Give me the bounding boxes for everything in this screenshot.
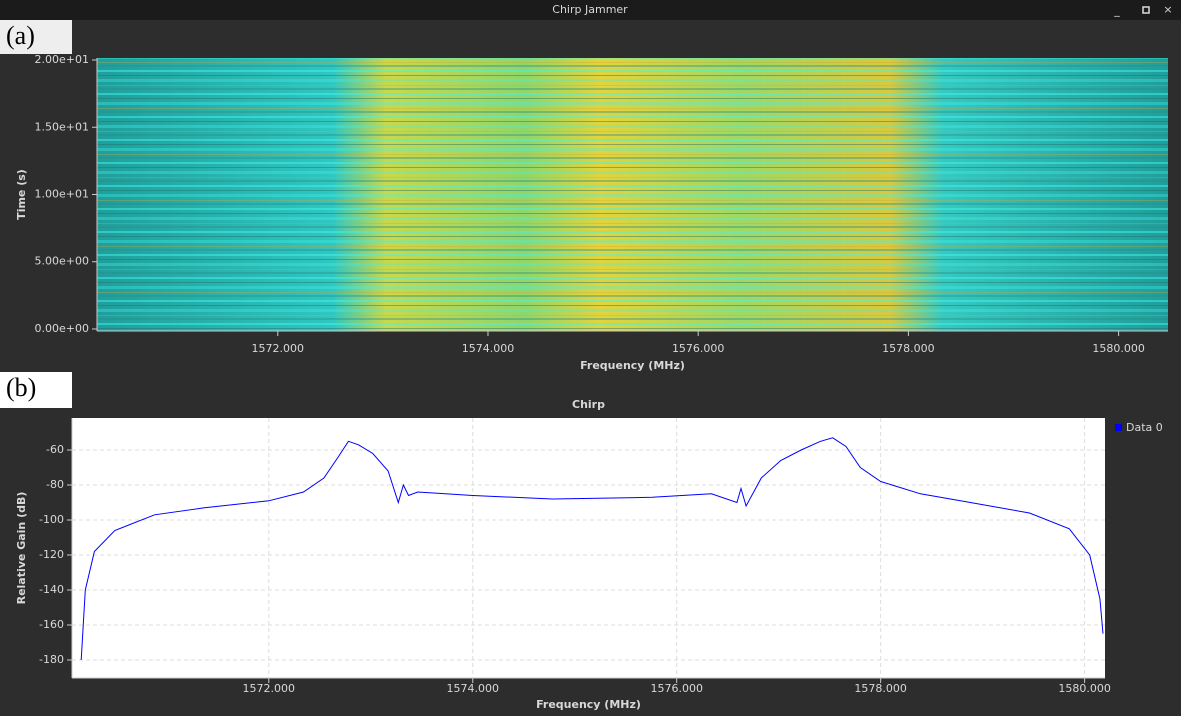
y-tick-label: 1.00e+01 xyxy=(35,188,89,201)
chart-title: Chirp xyxy=(572,398,605,411)
panel-label: (b) xyxy=(6,373,36,402)
legend-swatch xyxy=(1115,424,1122,431)
x-tick-label: 1572.000 xyxy=(252,342,305,355)
x-axis-label: Frequency (MHz) xyxy=(580,359,685,372)
y-tick-label: -180 xyxy=(39,653,64,666)
y-tick-label: 0.00e+00 xyxy=(35,322,89,335)
x-tick-label: 1574.000 xyxy=(447,682,500,695)
maximize-button[interactable] xyxy=(1142,6,1150,14)
y-tick-label: -60 xyxy=(46,443,64,456)
y-tick-label: -80 xyxy=(46,478,64,491)
y-axis-label: Relative Gain (dB) xyxy=(15,492,28,605)
line-series xyxy=(80,437,1104,661)
label-bg xyxy=(0,372,72,408)
y-axis-label: Time (s) xyxy=(15,169,28,220)
y-tick-label: -120 xyxy=(39,548,64,561)
label-bg xyxy=(0,20,72,54)
window-title: Chirp Jammer xyxy=(552,3,628,16)
close-button[interactable]: × xyxy=(1163,3,1172,16)
y-tick-label: 1.50e+01 xyxy=(35,120,89,133)
minimize-button[interactable]: _ xyxy=(1113,4,1120,17)
x-tick-label: 1578.000 xyxy=(882,342,935,355)
x-tick-label: 1580.000 xyxy=(1058,682,1111,695)
y-tick-label: -140 xyxy=(39,583,64,596)
panel-label: (a) xyxy=(6,21,35,50)
x-tick-label: 1578.000 xyxy=(854,682,907,695)
x-tick-label: 1576.000 xyxy=(650,682,703,695)
legend-label: Data 0 xyxy=(1126,421,1163,434)
y-tick-label: -100 xyxy=(39,513,64,526)
x-tick-label: 1580.000 xyxy=(1092,342,1145,355)
title-bar xyxy=(0,0,1181,20)
x-tick-label: 1576.000 xyxy=(672,342,725,355)
x-axis-label: Frequency (MHz) xyxy=(536,698,641,711)
y-tick-label: 5.00e+00 xyxy=(35,255,89,268)
y-tick-label: 2.00e+01 xyxy=(35,53,89,66)
plot-area xyxy=(72,418,1105,678)
x-tick-label: 1574.000 xyxy=(462,342,515,355)
x-tick-label: 1572.000 xyxy=(243,682,296,695)
y-tick-label: -160 xyxy=(39,618,64,631)
waterfall-texture xyxy=(97,58,1168,331)
